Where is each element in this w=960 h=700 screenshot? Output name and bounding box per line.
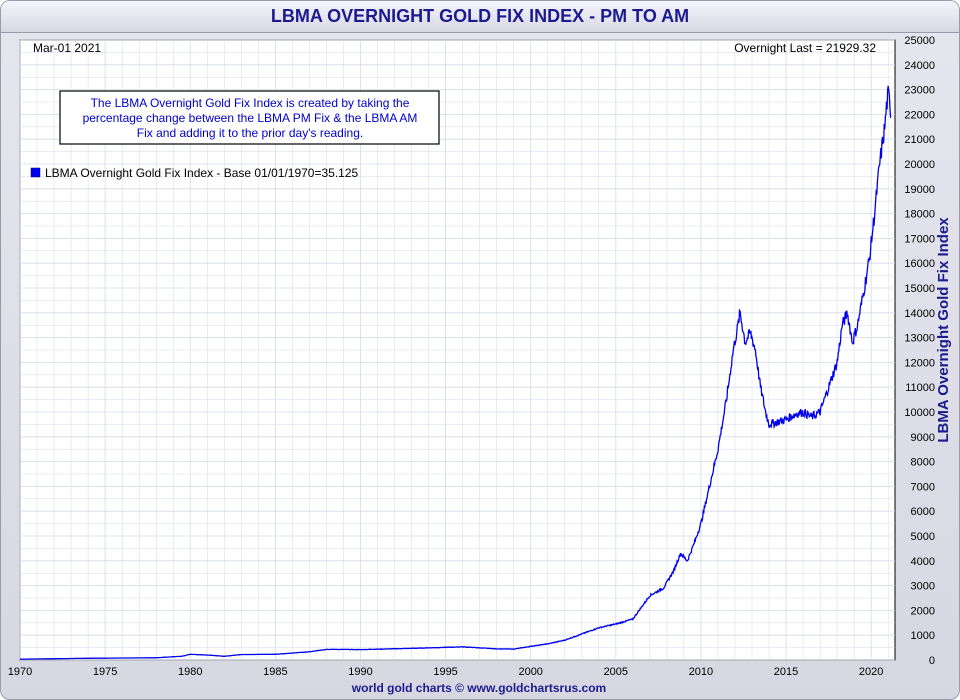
- series-line: [20, 85, 892, 660]
- x-tick-label: 2005: [604, 666, 628, 678]
- y-axis: 0 1000 2000 3000 4000 5000 6000 7000 8000 9000 100…: [904, 35, 935, 667]
- y-tick-label: 15000: [904, 283, 935, 295]
- y-tick-label: 21000: [904, 134, 935, 146]
- y-tick-label: 10000: [904, 407, 935, 419]
- x-tick-label: 2010: [689, 666, 713, 678]
- x-tick-label: 2000: [518, 666, 542, 678]
- legend: LBMA Overnight Gold Fix Index - Base 01/…: [30, 166, 359, 180]
- y-tick-label: 3000: [911, 581, 935, 593]
- date-label: Mar-01 2021: [33, 41, 101, 55]
- legend-swatch: [30, 167, 41, 178]
- note-line-3: Fix and adding it to the prior day's rea…: [137, 126, 363, 140]
- note-line-1: The LBMA Overnight Gold Fix Index is cre…: [91, 96, 410, 110]
- y-tick-label: 8000: [911, 457, 935, 469]
- x-tick-label: 1985: [263, 666, 287, 678]
- y-tick-label: 22000: [904, 109, 935, 121]
- note-box: The LBMA Overnight Gold Fix Index is cre…: [59, 90, 440, 145]
- y-tick-label: 5000: [911, 531, 935, 543]
- y-tick-label: 6000: [911, 506, 935, 518]
- legend-label: LBMA Overnight Gold Fix Index - Base 01/…: [45, 166, 359, 180]
- x-tick-label: 1970: [8, 666, 32, 678]
- y-tick-label: 20000: [904, 159, 935, 171]
- y-tick-label: 9000: [911, 432, 935, 444]
- x-axis: 1970 1975 1980 1985 1990 1995 2000 2005 2010 2015…: [8, 666, 884, 678]
- y-tick-label: 16000: [904, 258, 935, 270]
- y-tick-label: 0: [929, 655, 935, 667]
- y-tick-label: 11000: [905, 382, 935, 394]
- y-tick-label: 2000: [911, 605, 935, 617]
- y-axis-title: LBMA Overnight Gold Fix Index: [935, 217, 952, 443]
- y-tick-label: 4000: [911, 556, 935, 568]
- grid-lines: [19, 39, 895, 661]
- y-tick-label: 24000: [904, 60, 935, 72]
- y-tick-label: 25000: [904, 35, 935, 47]
- y-tick-label: 12000: [904, 357, 935, 369]
- x-tick-label: 1990: [348, 666, 372, 678]
- x-tick-label: 2015: [774, 666, 798, 678]
- x-tick-label: 1980: [178, 666, 202, 678]
- footer-credit: world gold charts © www.goldchartsrus.co…: [351, 681, 607, 695]
- y-tick-label: 23000: [904, 85, 935, 97]
- y-tick-label: 18000: [904, 209, 935, 221]
- y-tick-label: 7000: [911, 481, 935, 493]
- y-tick-label: 1000: [911, 630, 935, 642]
- x-tick-label: 1995: [433, 666, 457, 678]
- y-tick-label: 19000: [904, 184, 935, 196]
- x-tick-label: 2020: [859, 666, 883, 678]
- last-label: Overnight Last = 21929.32: [734, 41, 876, 55]
- chart-title: LBMA OVERNIGHT GOLD FIX INDEX - PM TO AM: [270, 6, 690, 26]
- title-bar: LBMA OVERNIGHT GOLD FIX INDEX - PM TO AM: [1, 1, 959, 33]
- y-tick-label: 13000: [904, 333, 935, 345]
- note-line-2: percentage change between the LBMA PM Fi…: [83, 111, 418, 125]
- y-tick-label: 17000: [904, 233, 935, 245]
- x-tick-label: 1975: [93, 666, 117, 678]
- y-tick-label: 14000: [904, 308, 935, 320]
